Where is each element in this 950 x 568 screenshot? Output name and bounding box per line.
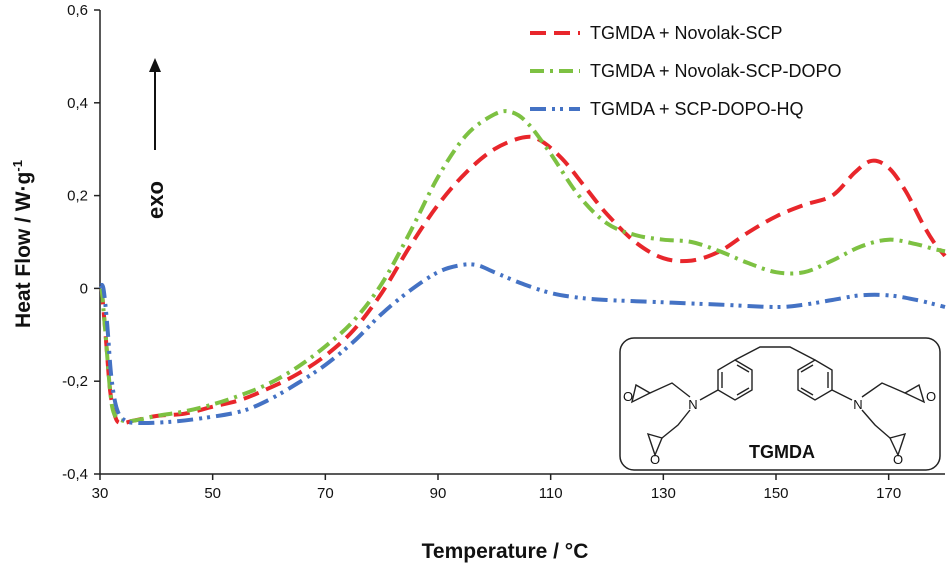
left-lower-arm xyxy=(661,409,691,439)
right-ring-inner-3 xyxy=(800,387,814,396)
legend-label-1: TGMDA + Novolak-SCP xyxy=(590,23,783,43)
left-ring-inner-3 xyxy=(736,387,750,396)
series-line-2 xyxy=(99,109,946,424)
right-upper-epoxide xyxy=(903,383,926,404)
right-benzene-ring xyxy=(797,359,833,401)
y-ticks: -0,4 -0,2 0 0,2 0,4 0,6 xyxy=(62,2,100,483)
right-lower-epoxide xyxy=(889,432,907,457)
x-tick-label: 150 xyxy=(763,485,788,502)
atom-o-right-upper: O xyxy=(926,389,936,404)
legend: TGMDA + Novolak-SCP TGMDA + Novolak-SCP-D… xyxy=(530,23,842,119)
exo-label: exo xyxy=(143,181,168,219)
x-tick-label: 70 xyxy=(317,485,334,502)
y-axis-title-main: Heat Flow / W·g xyxy=(12,172,35,328)
x-tick-label: 110 xyxy=(539,485,563,502)
left-upper-epoxide xyxy=(630,383,652,404)
tgmda-inset: N N O O O O TGMDA xyxy=(619,337,941,471)
y-tick-label: 0,2 xyxy=(67,188,88,205)
right-ring-inner-2 xyxy=(800,364,814,373)
y-axis-title: Heat Flow / W·g-1 xyxy=(10,160,35,328)
atom-n-right: N xyxy=(853,397,862,412)
y-tick-label: -0,2 xyxy=(62,373,88,390)
right-upper-arm xyxy=(861,382,906,398)
left-n-ring-bond xyxy=(699,389,719,401)
methylene-bridge xyxy=(734,346,816,361)
x-tick-label: 50 xyxy=(204,485,221,502)
legend-label-3: TGMDA + SCP-DOPO-HQ xyxy=(590,99,804,119)
y-tick-label: 0,4 xyxy=(67,95,88,112)
x-tick-label: 90 xyxy=(430,485,447,502)
exo-arrow-head xyxy=(149,58,161,72)
atom-o-right-lower: O xyxy=(893,452,903,467)
x-tick-label: 130 xyxy=(651,485,676,502)
x-axis-title: Temperature / °C xyxy=(422,540,589,563)
y-tick-label: 0,6 xyxy=(67,2,88,19)
molecule-structure xyxy=(630,346,926,458)
y-tick-label: -0,4 xyxy=(62,466,88,483)
x-tick-label: 30 xyxy=(92,485,109,502)
atom-n-left: N xyxy=(688,397,697,412)
series-layer xyxy=(98,109,947,426)
legend-label-2: TGMDA + Novolak-SCP-DOPO xyxy=(590,61,842,81)
left-benzene-ring xyxy=(717,359,753,401)
exo-annotation: exo xyxy=(143,58,168,219)
y-axis-title-superscript: -1 xyxy=(10,160,25,172)
inset-label: TGMDA xyxy=(749,442,815,462)
atom-o-left-upper: O xyxy=(623,389,633,404)
right-n-ring-bond xyxy=(831,389,853,401)
x-ticks: 30 50 70 90 110 130 150 170 xyxy=(92,474,901,502)
y-tick-label: 0 xyxy=(80,280,88,297)
left-lower-epoxide xyxy=(646,432,663,458)
series-line-3 xyxy=(98,262,946,426)
left-ring-inner-2 xyxy=(736,364,750,373)
atom-o-left-lower: O xyxy=(650,452,660,467)
inset-frame xyxy=(619,337,941,471)
right-lower-arm xyxy=(861,409,891,439)
x-tick-label: 170 xyxy=(876,485,901,502)
left-upper-arm xyxy=(649,382,691,398)
